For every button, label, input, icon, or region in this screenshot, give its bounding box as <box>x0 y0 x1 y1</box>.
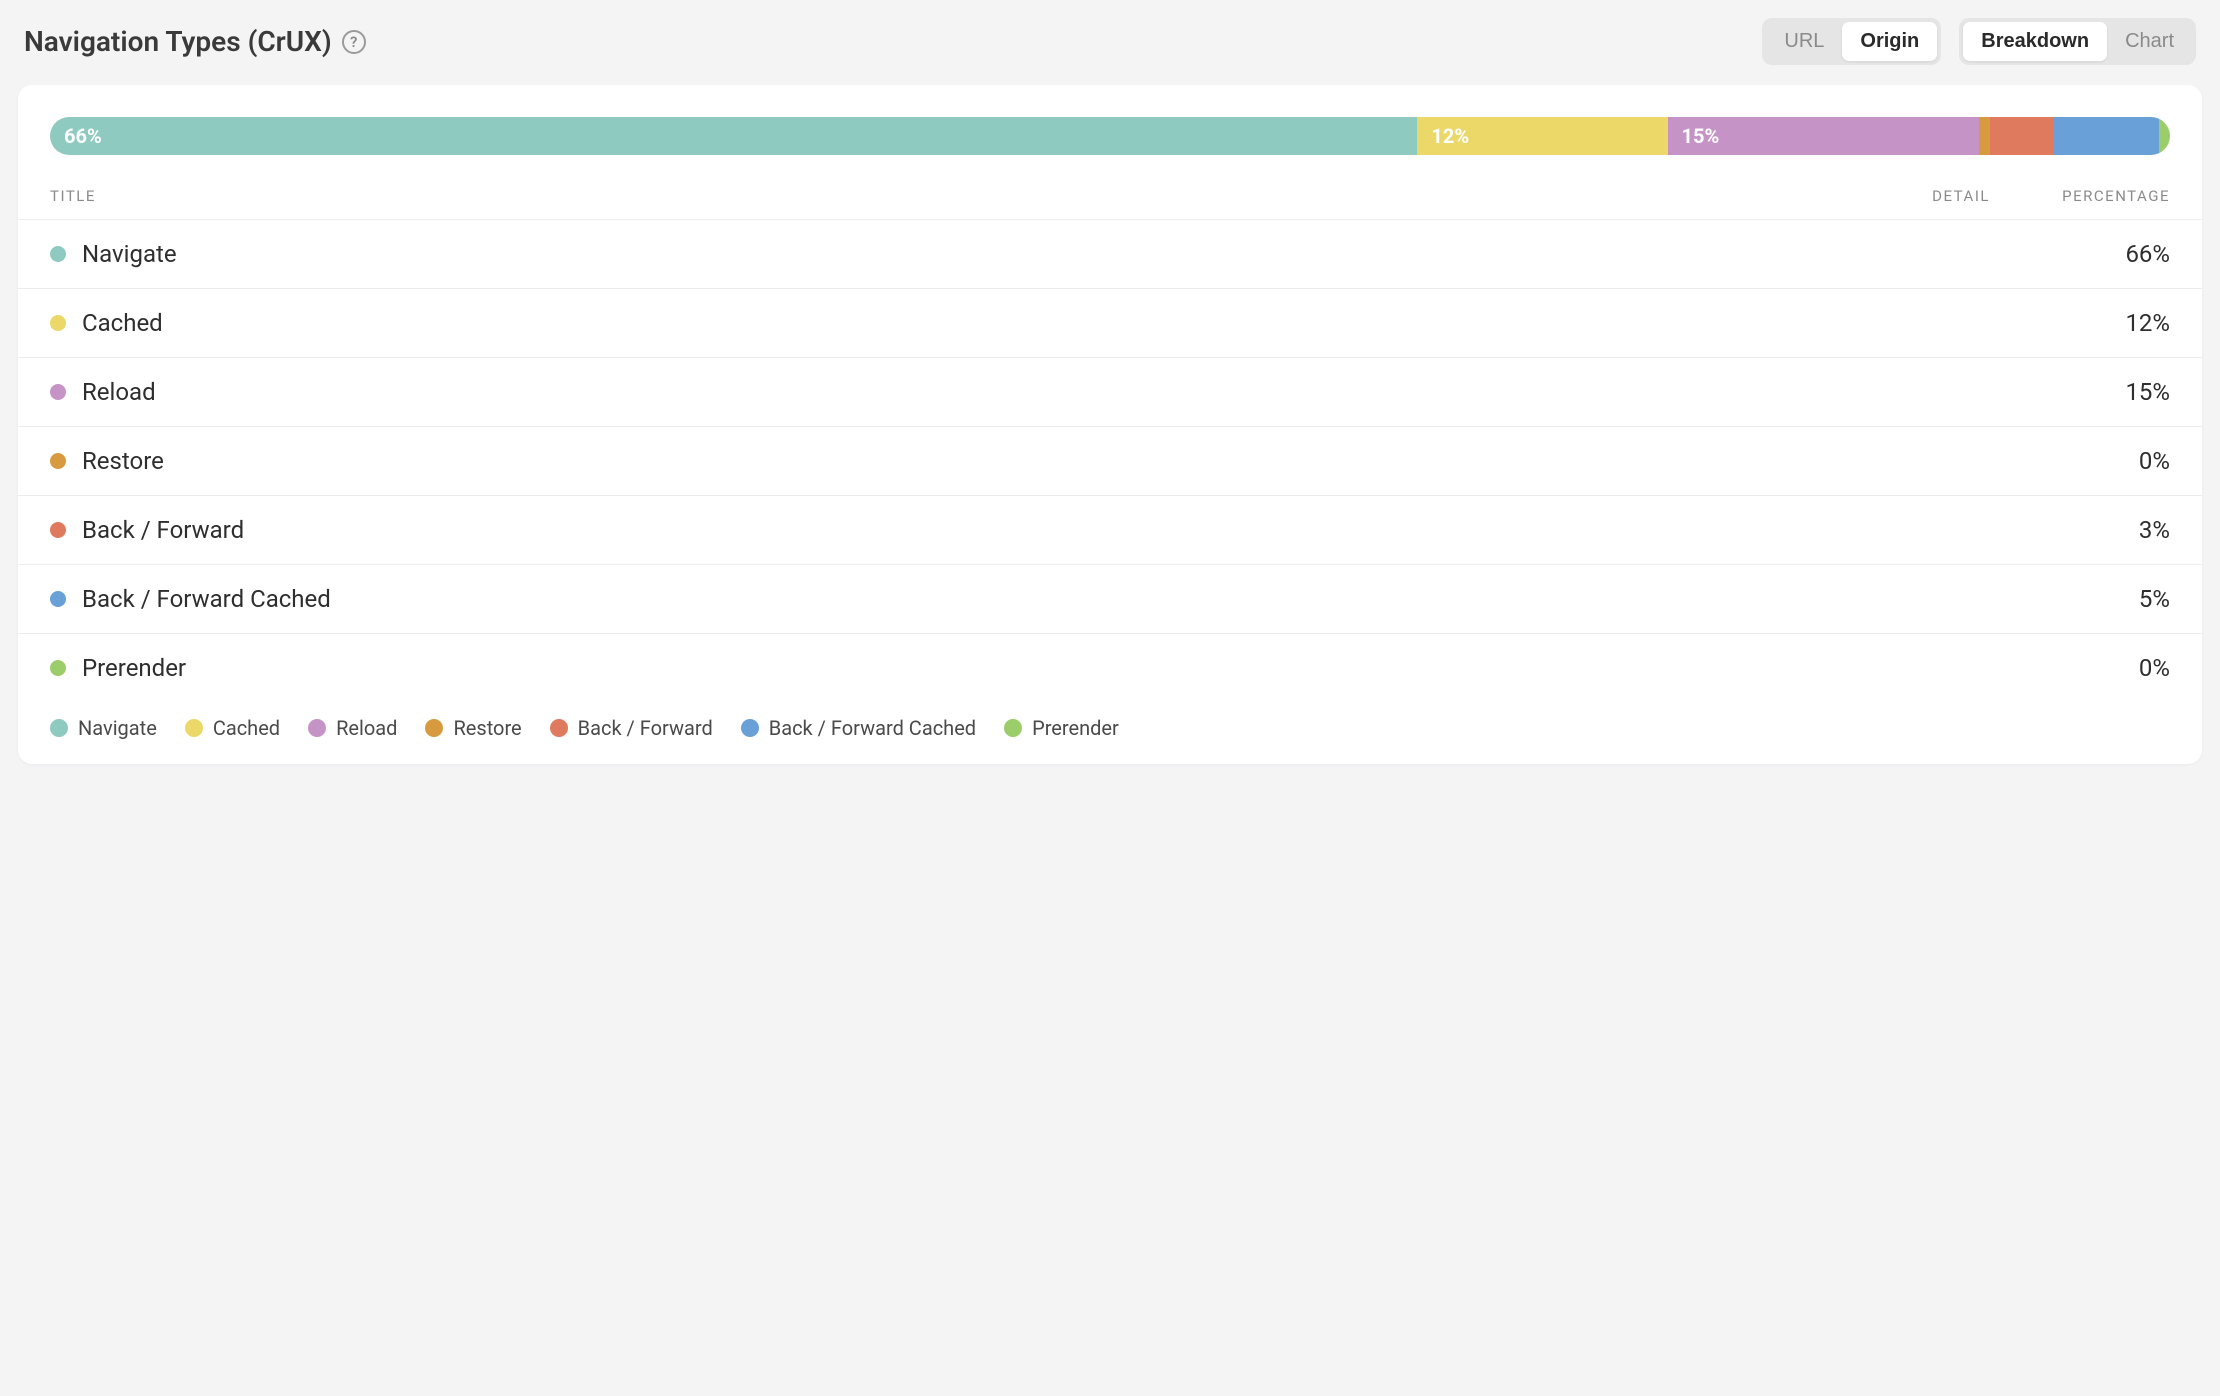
legend-item-navigate[interactable]: Navigate <box>50 716 157 740</box>
breakdown-table: TITLE DETAIL PERCENTAGE Navigate 66% Cache… <box>18 175 2202 702</box>
color-dot-icon <box>50 453 66 469</box>
table-row: Cached 12% <box>18 289 2202 358</box>
legend-dot-icon <box>1004 719 1022 737</box>
legend-item-reload[interactable]: Reload <box>308 716 397 740</box>
legend-label: Back / Forward <box>578 716 713 740</box>
bar-segment-navigate: 66% <box>50 117 1417 155</box>
header-controls: URL Origin Breakdown Chart <box>1762 18 2196 65</box>
title-cell: Prerender <box>50 654 1850 682</box>
legend-dot-icon <box>50 719 68 737</box>
title-wrap: Navigation Types (CrUX) ? <box>24 25 366 58</box>
table-row: Back / Forward Cached 5% <box>18 565 2202 634</box>
row-percentage: 66% <box>1990 240 2170 268</box>
table-body: Navigate 66% Cached 12% Reload 15% Restore 0% Ba… <box>18 220 2202 702</box>
row-percentage: 15% <box>1990 378 2170 406</box>
legend-label: Back / Forward Cached <box>769 716 976 740</box>
row-label: Back / Forward <box>82 516 244 544</box>
title-cell: Navigate <box>50 240 1850 268</box>
stacked-bar-chart: 66% 12% 15% <box>50 117 2170 155</box>
table-row: Reload 15% <box>18 358 2202 427</box>
chart-legend: Navigate Cached Reload Restore Back / Forwar… <box>18 702 2202 746</box>
table-row: Back / Forward 3% <box>18 496 2202 565</box>
legend-label: Navigate <box>78 716 157 740</box>
bar-segment-back_forward <box>1990 117 2054 155</box>
row-percentage: 5% <box>1990 585 2170 613</box>
color-dot-icon <box>50 522 66 538</box>
bar-segment-reload: 15% <box>1668 117 1980 155</box>
color-dot-icon <box>50 591 66 607</box>
table-row: Restore 0% <box>18 427 2202 496</box>
legend-label: Reload <box>336 716 397 740</box>
help-icon[interactable]: ? <box>342 30 366 54</box>
bar-segment-bf_cached <box>2053 117 2159 155</box>
table-header: TITLE DETAIL PERCENTAGE <box>18 175 2202 220</box>
legend-item-bf_cached[interactable]: Back / Forward Cached <box>741 716 976 740</box>
breakdown-card: 66% 12% 15% TITLE DETAIL PERCENTAGE Naviga… <box>18 85 2202 764</box>
col-title: TITLE <box>50 187 1850 205</box>
bar-segment-cached: 12% <box>1417 117 1667 155</box>
title-cell: Restore <box>50 447 1850 475</box>
row-label: Back / Forward Cached <box>82 585 331 613</box>
row-percentage: 3% <box>1990 516 2170 544</box>
bar-segment-label: 12% <box>1431 124 1469 148</box>
color-dot-icon <box>50 246 66 262</box>
panel-header: Navigation Types (CrUX) ? URL Origin Bre… <box>18 18 2202 65</box>
row-label: Prerender <box>82 654 186 682</box>
title-cell: Cached <box>50 309 1850 337</box>
color-dot-icon <box>50 315 66 331</box>
color-dot-icon <box>50 660 66 676</box>
legend-item-back_forward[interactable]: Back / Forward <box>550 716 713 740</box>
page-title: Navigation Types (CrUX) <box>24 25 332 58</box>
legend-label: Cached <box>213 716 280 740</box>
row-label: Reload <box>82 378 156 406</box>
row-percentage: 12% <box>1990 309 2170 337</box>
legend-dot-icon <box>425 719 443 737</box>
title-cell: Reload <box>50 378 1850 406</box>
col-percentage: PERCENTAGE <box>1990 187 2170 205</box>
scope-toggle: URL Origin <box>1762 18 1941 65</box>
title-cell: Back / Forward <box>50 516 1850 544</box>
bar-segment-prerender <box>2159 117 2170 155</box>
row-label: Cached <box>82 309 163 337</box>
legend-dot-icon <box>741 719 759 737</box>
legend-dot-icon <box>185 719 203 737</box>
view-chart-button[interactable]: Chart <box>2107 22 2192 61</box>
bar-segment-restore <box>1979 117 1990 155</box>
scope-url-button[interactable]: URL <box>1766 22 1842 61</box>
legend-dot-icon <box>550 719 568 737</box>
table-row: Navigate 66% <box>18 220 2202 289</box>
col-detail: DETAIL <box>1850 187 1990 205</box>
title-cell: Back / Forward Cached <box>50 585 1850 613</box>
legend-item-restore[interactable]: Restore <box>425 716 521 740</box>
row-label: Navigate <box>82 240 177 268</box>
scope-origin-button[interactable]: Origin <box>1842 22 1937 61</box>
view-breakdown-button[interactable]: Breakdown <box>1963 22 2107 61</box>
bar-segment-label: 15% <box>1682 124 1720 148</box>
row-label: Restore <box>82 447 164 475</box>
legend-item-cached[interactable]: Cached <box>185 716 280 740</box>
legend-dot-icon <box>308 719 326 737</box>
bar-segment-label: 66% <box>64 124 102 148</box>
table-row: Prerender 0% <box>18 634 2202 702</box>
row-percentage: 0% <box>1990 654 2170 682</box>
row-percentage: 0% <box>1990 447 2170 475</box>
color-dot-icon <box>50 384 66 400</box>
view-toggle: Breakdown Chart <box>1959 18 2196 65</box>
legend-label: Restore <box>453 716 521 740</box>
legend-label: Prerender <box>1032 716 1119 740</box>
legend-item-prerender[interactable]: Prerender <box>1004 716 1119 740</box>
